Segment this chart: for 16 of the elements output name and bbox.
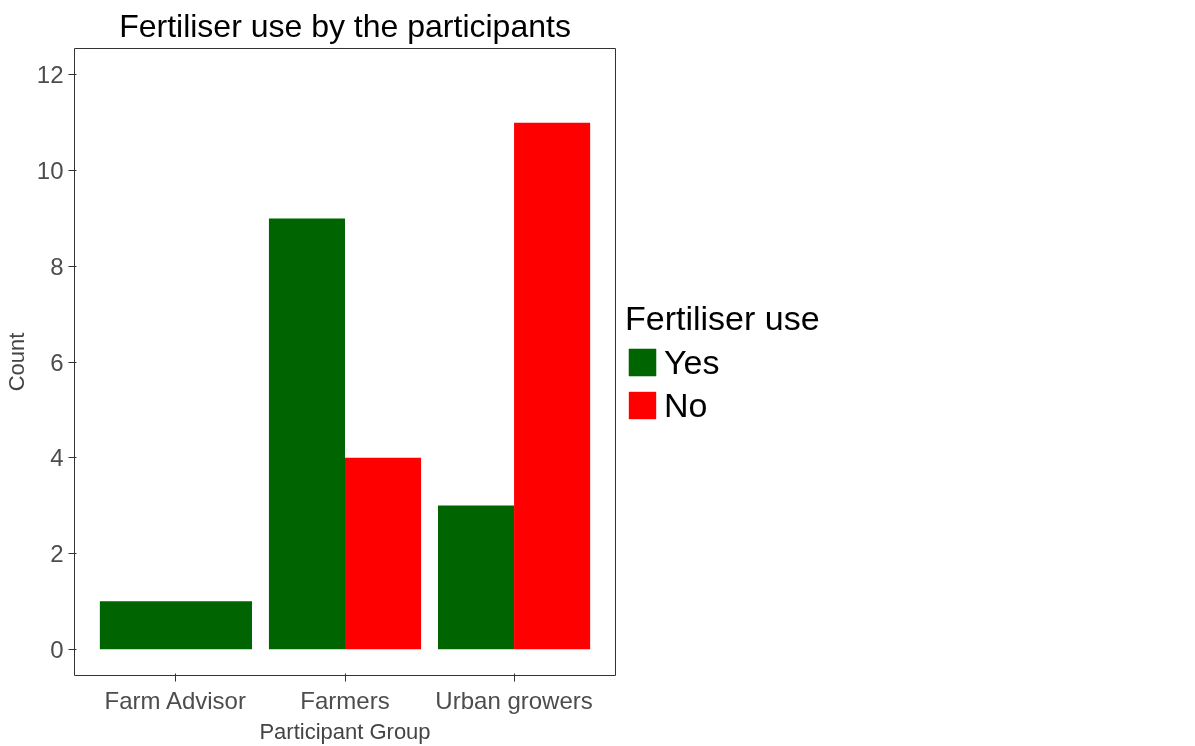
y-axis-title: Count: [3, 332, 29, 392]
y-tick-label: 10: [36, 157, 64, 185]
y-tick-label: 6: [50, 348, 64, 376]
x-tick-label: Urban growers: [435, 686, 593, 714]
legend-label: Yes: [664, 342, 720, 382]
chart-title: Fertiliser use by the participants: [119, 7, 571, 44]
x-tick-label: Farm Advisor: [104, 686, 246, 714]
y-tick-label: 8: [50, 252, 64, 280]
y-tick-label: 2: [50, 539, 64, 567]
legend-label: No: [664, 385, 708, 425]
y-tick-label: 4: [50, 444, 64, 472]
x-axis-title: Participant Group: [259, 718, 431, 744]
y-tick-label: 12: [36, 61, 64, 89]
legend-title: Fertiliser use: [625, 298, 820, 338]
x-tick-label: Farmers: [300, 686, 390, 714]
y-tick-label: 0: [50, 635, 64, 663]
